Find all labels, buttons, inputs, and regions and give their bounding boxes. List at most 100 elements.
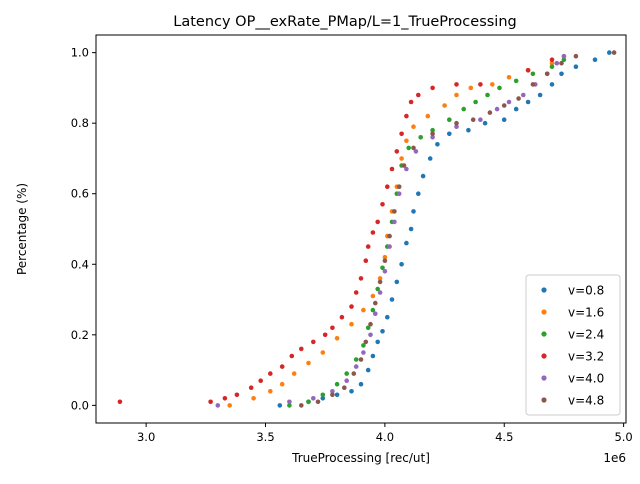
data-point [222, 396, 228, 401]
data-point [277, 403, 283, 408]
data-point [251, 396, 256, 401]
x-tick-label: 4.0 [376, 430, 394, 444]
data-point [268, 389, 273, 394]
data-point [573, 53, 579, 59]
data-point [349, 321, 354, 327]
data-point [561, 53, 567, 59]
data-point [549, 60, 555, 66]
x-axis-ticks: 3.0 3.5 4.0 4.5 5.0 [137, 423, 633, 444]
data-point [516, 96, 521, 101]
data-point [258, 378, 264, 384]
data-point [411, 124, 416, 129]
y-tick-label: 0.6 [71, 187, 89, 201]
data-point [396, 184, 402, 189]
data-point [287, 399, 292, 405]
data-point [279, 364, 285, 369]
data-point [549, 82, 555, 87]
data-point [306, 399, 311, 405]
data-point [485, 92, 490, 98]
legend-label: v=0.8 [568, 284, 604, 298]
data-point [394, 149, 400, 154]
data-point [330, 389, 335, 394]
data-point [358, 381, 364, 387]
data-point [330, 325, 335, 331]
data-point [573, 64, 579, 69]
data-point [382, 258, 388, 264]
data-point [368, 332, 373, 338]
x-axis-label: TrueProcessing [rec/ut] [291, 451, 430, 465]
data-point [544, 71, 550, 77]
data-point [365, 367, 371, 373]
data-point [537, 92, 543, 98]
data-point [430, 127, 435, 133]
data-point [430, 85, 435, 91]
data-point [375, 286, 381, 292]
data-point [373, 311, 378, 317]
data-point [311, 396, 316, 401]
points-layer [117, 50, 617, 408]
data-point [513, 78, 519, 84]
data-point [506, 75, 512, 80]
data-point [607, 50, 612, 55]
data-point [406, 145, 412, 151]
data-point [334, 392, 340, 398]
legend-label: v=2.4 [568, 328, 604, 342]
data-point [234, 392, 240, 398]
data-point [330, 392, 335, 398]
data-point [411, 145, 416, 151]
x-tick-label: 3.5 [256, 430, 274, 444]
data-point [368, 321, 373, 327]
legend-label: v=4.0 [568, 372, 604, 386]
data-point [525, 99, 531, 105]
legend-marker [541, 397, 547, 403]
data-point [268, 371, 273, 376]
data-point [377, 279, 383, 285]
data-point [396, 191, 402, 196]
data-point [289, 353, 295, 359]
data-point [487, 110, 493, 115]
data-point [506, 99, 512, 105]
data-point [322, 332, 328, 338]
data-point [344, 371, 350, 376]
legend-box [525, 274, 621, 416]
y-tick-label: 0.8 [71, 116, 89, 130]
data-point [358, 357, 364, 362]
legend-marker [541, 331, 547, 337]
data-point [370, 307, 376, 313]
data-point [404, 113, 409, 119]
data-point [320, 392, 326, 398]
data-point [389, 297, 395, 302]
data-point [349, 389, 354, 394]
data-point [404, 138, 409, 144]
data-point [353, 357, 359, 362]
data-point [287, 403, 292, 408]
data-point [279, 381, 285, 387]
data-point [299, 346, 304, 352]
data-point [447, 131, 452, 137]
data-point [353, 364, 359, 369]
data-point [513, 106, 519, 112]
data-point [227, 403, 232, 408]
data-point [442, 103, 447, 108]
data-point [420, 173, 426, 179]
data-point [408, 99, 414, 105]
data-point [468, 85, 474, 91]
data-point [382, 254, 388, 260]
data-point [358, 276, 364, 281]
y-axis-label: Percentage (%) [15, 183, 29, 275]
data-point [470, 117, 476, 122]
legend-marker [541, 375, 547, 381]
legend-label: v=3.2 [568, 350, 604, 364]
series-v=4.8 [299, 50, 617, 408]
data-point [394, 279, 400, 285]
data-point [361, 343, 366, 348]
data-point [418, 135, 424, 140]
data-point [416, 191, 421, 196]
data-point [392, 219, 397, 225]
data-point [365, 244, 371, 249]
data-point [320, 396, 326, 401]
data-point [478, 117, 483, 122]
data-point [413, 149, 419, 154]
data-point [399, 156, 404, 161]
data-point [385, 184, 390, 189]
